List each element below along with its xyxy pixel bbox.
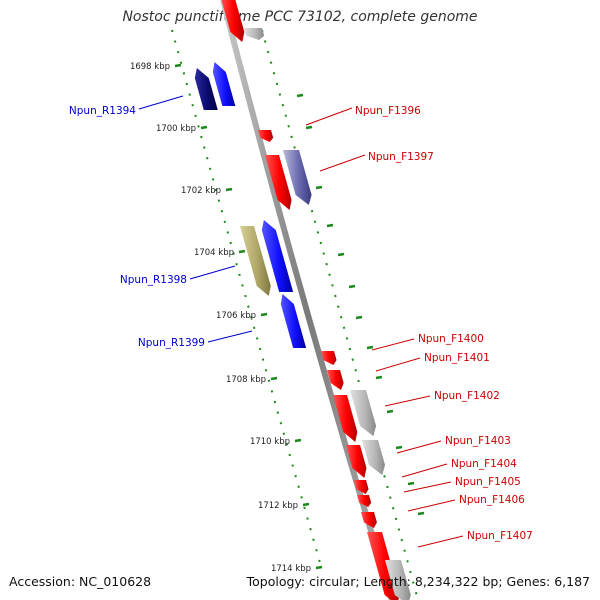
- leader-line: [189, 265, 236, 280]
- tick-mark: [315, 565, 323, 570]
- tick-mark: [355, 315, 363, 320]
- leader-line: [207, 330, 253, 343]
- forward-gene-label[interactable]: Npun_F1405: [455, 476, 521, 488]
- reverse-gene[interactable]: [212, 62, 236, 106]
- leader-line: [375, 357, 421, 372]
- forward-gene[interactable]: [354, 480, 369, 494]
- tick-mark: [225, 187, 233, 192]
- reverse-gene-label[interactable]: Npun_R1394: [69, 105, 136, 117]
- reverse-gene-label[interactable]: Npun_R1398: [120, 274, 187, 286]
- leader-line: [403, 481, 452, 493]
- tick-label: 1704 kbp: [194, 248, 234, 258]
- leader-line: [319, 154, 366, 172]
- forward-gene[interactable]: [220, 0, 245, 42]
- accession-text: Accession: NC_010628: [9, 574, 152, 589]
- forward-gene-label[interactable]: Npun_F1403: [445, 435, 511, 447]
- tick-mark: [174, 63, 182, 68]
- forward-gene-label[interactable]: Npun_F1401: [424, 352, 490, 364]
- tick-label: 1708 kbp: [226, 375, 266, 385]
- tick-label: 1700 kbp: [156, 124, 196, 134]
- tick-mark: [200, 125, 208, 130]
- leader-line: [138, 95, 184, 110]
- forward-gene-label[interactable]: Npun_F1396: [355, 105, 421, 117]
- reverse-gene[interactable]: [261, 220, 294, 292]
- tick-mark: [260, 312, 268, 317]
- tick-mark: [270, 376, 278, 381]
- gray-feature[interactable]: [244, 28, 265, 40]
- tick-mark: [375, 375, 383, 380]
- forward-gene-label[interactable]: Npun_F1404: [451, 458, 517, 470]
- forward-gene-label[interactable]: Npun_F1402: [434, 390, 500, 402]
- leader-line: [384, 395, 431, 407]
- gene-labels: Npun_F1396 Npun_F1397 Npun_F1400 Npun_F1401…: [69, 95, 533, 548]
- forward-gene-label[interactable]: Npun_F1397: [368, 151, 434, 163]
- tick-label: 1712 kbp: [258, 501, 298, 511]
- tick-label: 1702 kbp: [181, 186, 221, 196]
- tick-label: 1714 kbp: [271, 564, 311, 574]
- topology-summary-text: Topology: circular; Length: 8,234,322 bp…: [246, 574, 590, 589]
- tick-mark: [366, 345, 374, 350]
- ruler-line-left: [171, 29, 323, 571]
- tick-label: 1698 kbp: [130, 62, 170, 72]
- forward-gene[interactable]: [357, 495, 372, 507]
- tick-mark: [348, 284, 356, 289]
- gray-feature[interactable]: [385, 560, 411, 600]
- olive-feature[interactable]: [240, 226, 271, 296]
- tick-label: 1710 kbp: [250, 437, 290, 447]
- reverse-gene-label[interactable]: Npun_R1399: [138, 337, 205, 349]
- tick-mark: [417, 511, 425, 516]
- leader-line: [401, 463, 448, 478]
- reverse-gene[interactable]: [194, 68, 218, 110]
- forward-gene-label[interactable]: Npun_F1407: [467, 530, 533, 542]
- tick-mark: [315, 185, 323, 190]
- tick-mark: [305, 125, 313, 130]
- leader-line: [371, 338, 415, 351]
- forward-gene[interactable]: [333, 395, 358, 442]
- gray-feature[interactable]: [362, 440, 385, 475]
- leader-line: [407, 499, 456, 512]
- tick-marks: 1698 kbp 1700 kbp 1702 kbp 1704 kbp 1706 kbp…: [130, 62, 425, 574]
- ruler-line-right: [261, 29, 419, 600]
- leader-line: [396, 440, 442, 454]
- reverse-gene[interactable]: [280, 294, 307, 348]
- forward-gene[interactable]: [327, 370, 344, 390]
- tick-label: 1706 kbp: [216, 311, 256, 321]
- gray-feature[interactable]: [350, 390, 377, 436]
- tick-mark: [238, 249, 246, 254]
- tick-mark: [395, 445, 403, 450]
- forward-gene[interactable]: [321, 351, 337, 365]
- genome-backbone: [220, 0, 395, 600]
- forward-gene[interactable]: [258, 130, 274, 142]
- tick-mark: [296, 93, 304, 98]
- tick-mark: [302, 502, 310, 507]
- forward-gene[interactable]: [346, 445, 367, 478]
- leader-line: [417, 535, 464, 548]
- forward-gene-label[interactable]: Npun_F1406: [459, 494, 525, 506]
- forward-gene[interactable]: [361, 512, 377, 528]
- tick-mark: [407, 481, 415, 486]
- tick-mark: [326, 223, 334, 228]
- forward-gene[interactable]: [265, 155, 292, 210]
- gray-feature[interactable]: [283, 150, 312, 205]
- tick-mark: [386, 409, 394, 414]
- forward-gene-label[interactable]: Npun_F1400: [418, 333, 484, 345]
- tick-mark: [337, 252, 345, 257]
- gene-features: [194, 0, 411, 600]
- tick-mark: [294, 438, 302, 443]
- leader-line: [305, 107, 353, 126]
- page-title: Nostoc punctiforme PCC 73102, complete g…: [122, 9, 478, 25]
